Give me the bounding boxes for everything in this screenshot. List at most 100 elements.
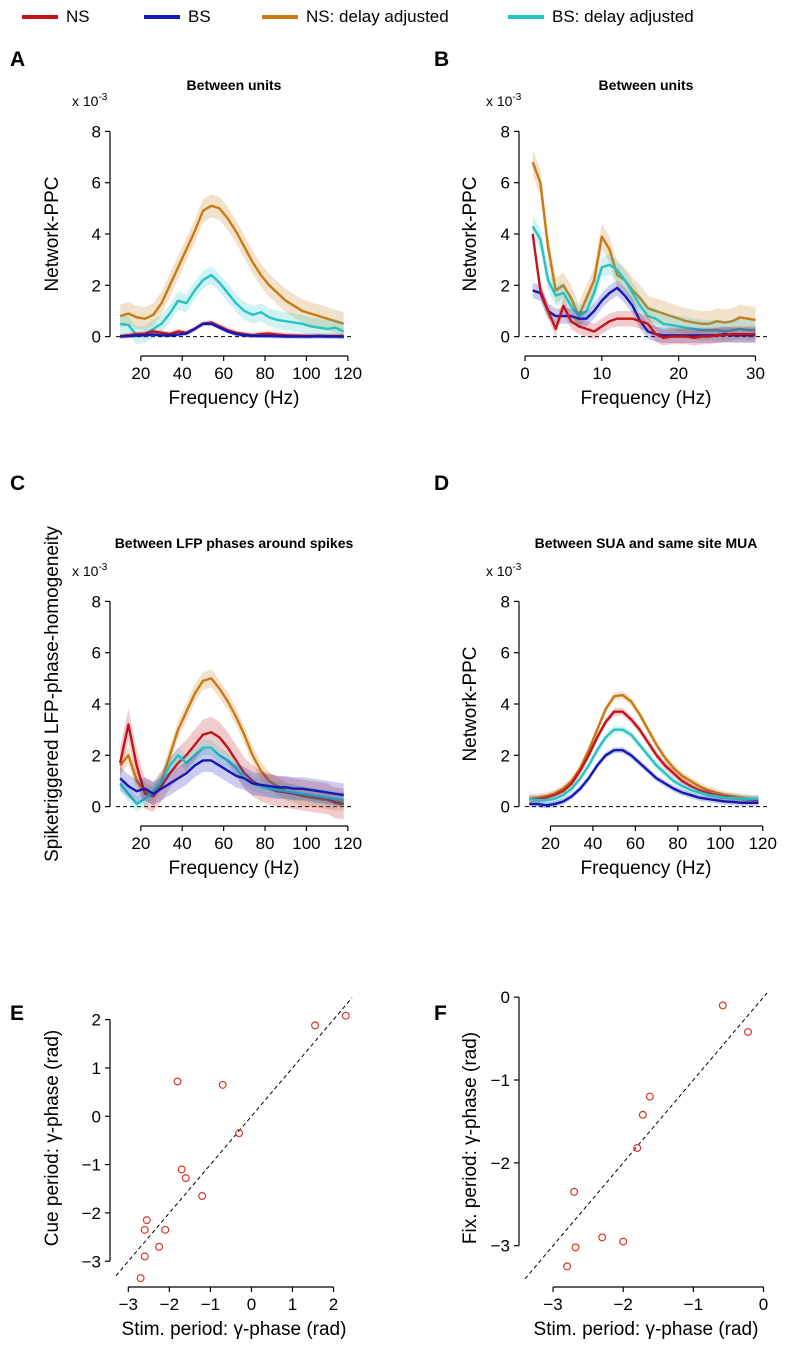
confidence-band-bs — [532, 280, 756, 344]
scatter-point — [235, 1129, 244, 1138]
confidence-band-ns — [529, 707, 759, 805]
scatter-point — [718, 1001, 727, 1010]
panel-label: A — [10, 48, 25, 71]
panel-label: B — [434, 48, 449, 71]
y-tick-label: 2 — [92, 1011, 101, 1030]
x-tick-label: 20 — [131, 834, 150, 853]
y-axis: −3 −2 −1 0 Fix. period: γ-phase (rad) — [460, 988, 520, 1256]
scatter-point — [638, 1110, 647, 1119]
y-tick-label: 8 — [92, 122, 101, 141]
panel-label: E — [10, 1002, 24, 1025]
y-tick-label: −2 — [491, 1154, 510, 1173]
x-tick-label: 40 — [173, 364, 192, 383]
x-axis: 0 10 20 30 Frequency (Hz) — [520, 355, 765, 409]
y-axis-label: Network-PPC — [460, 646, 481, 761]
series-line-bs — [119, 759, 344, 797]
legend-label-bs: BS — [188, 7, 211, 26]
y-tick-label: 0 — [92, 1107, 101, 1126]
series-line-bs-delay — [119, 746, 344, 806]
x-tick-label: 100 — [292, 364, 320, 383]
y-tick-label: 4 — [92, 225, 101, 244]
y-tick-label: −2 — [82, 1204, 101, 1223]
y-tick-label: −3 — [82, 1252, 101, 1271]
y-axis-label: Spiketriggered LFP-phase-homogeneity — [42, 526, 63, 862]
x-tick-label: 40 — [583, 834, 602, 853]
x-tick-label: 10 — [592, 364, 611, 383]
legend-item-bs-delay: BS: delay adjusted — [508, 4, 694, 30]
y-tick-label: 4 — [501, 225, 510, 244]
identity-line — [524, 992, 768, 1280]
chart-title: Between units — [599, 77, 694, 93]
x-tick-label: −3 — [543, 1295, 562, 1314]
y-tick-label: 6 — [501, 174, 510, 193]
chart-title: Between SUA and same site MUA — [535, 535, 758, 551]
series-line-ns-delay — [119, 677, 344, 803]
x-tick-label: 40 — [173, 834, 192, 853]
series-line-ns-delay — [531, 161, 756, 325]
scatter-point — [136, 1274, 145, 1283]
x-axis: 20 40 60 80 100 120 Frequency (Hz) — [541, 825, 777, 879]
scatter-point — [570, 1187, 579, 1196]
series-line-ns-delay — [119, 204, 345, 325]
legend-item-ns: NS — [22, 4, 90, 30]
y-tick-label: 2 — [92, 276, 101, 295]
axis-multiplier: x 10-3 — [72, 92, 108, 109]
y-tick-label: 4 — [501, 695, 510, 714]
chart-title: Between LFP phases around spikes — [115, 535, 354, 551]
confidence-band-ns-delay — [529, 691, 759, 803]
series-line-bs — [120, 322, 344, 338]
y-tick-label: −1 — [82, 1156, 101, 1175]
confidence-band-bs-delay — [120, 266, 344, 345]
x-tick-label: 120 — [334, 834, 362, 853]
y-axis: −3 −2 −1 0 1 2 Cue period: γ-phase (rad) — [42, 1011, 111, 1271]
y-tick-label: 2 — [92, 746, 101, 765]
scatter-point — [619, 1237, 628, 1246]
x-tick-label: 20 — [541, 834, 560, 853]
scatter-point — [140, 1225, 149, 1234]
x-axis-label: Frequency (Hz) — [581, 388, 712, 409]
scatter-point — [161, 1225, 170, 1234]
x-tick-label: 100 — [706, 834, 734, 853]
y-axis-label: Network-PPC — [42, 176, 63, 291]
y-tick-label: 0 — [501, 988, 510, 1007]
axis-multiplier: x 10-3 — [486, 92, 522, 109]
legend: NS BS NS: delay adjusted BS: delay adjus… — [0, 0, 797, 40]
y-tick-label: 2 — [501, 276, 510, 295]
panel-label: F — [434, 1002, 447, 1025]
x-tick-label: 100 — [292, 834, 320, 853]
identity-line — [115, 997, 353, 1277]
scatter-point — [571, 1243, 580, 1252]
y-tick-label: 1 — [92, 1059, 101, 1078]
scatter-point — [598, 1233, 607, 1242]
x-axis: −3 −2 −1 0 1 2 Stim. period: γ-phase (rad) — [119, 1286, 346, 1340]
y-tick-label: 0 — [92, 798, 101, 817]
axis-multiplier: x 10-3 — [72, 562, 108, 579]
x-tick-label: 20 — [669, 364, 688, 383]
scatter-point — [198, 1191, 207, 1200]
series-line-ns — [529, 710, 759, 802]
confidence-band-bs — [529, 747, 759, 809]
scatter-point — [177, 1165, 186, 1174]
scatter-point — [311, 1021, 320, 1030]
legend-swatch-ns — [22, 15, 58, 19]
y-axis-label: Cue period: γ-phase (rad) — [42, 1030, 63, 1247]
confidence-band-bs-delay — [529, 725, 759, 805]
scatter-point — [633, 1143, 642, 1152]
scatter-point — [341, 1011, 350, 1020]
x-tick-label: −2 — [160, 1295, 179, 1314]
y-tick-label: 6 — [92, 644, 101, 663]
y-axis: 0 2 4 6 8 Network-PPC — [42, 122, 111, 347]
x-tick-label: 60 — [214, 364, 233, 383]
legend-label-bs-delay: BS: delay adjusted — [552, 7, 694, 26]
legend-item-bs: BS — [144, 4, 211, 30]
scatter-point — [645, 1092, 654, 1101]
x-tick-label: −2 — [614, 1295, 633, 1314]
x-tick-label: 60 — [214, 834, 233, 853]
legend-item-ns-delay: NS: delay adjusted — [262, 4, 449, 30]
y-tick-label: 6 — [501, 644, 510, 663]
confidence-band-ns-delay — [532, 149, 756, 337]
